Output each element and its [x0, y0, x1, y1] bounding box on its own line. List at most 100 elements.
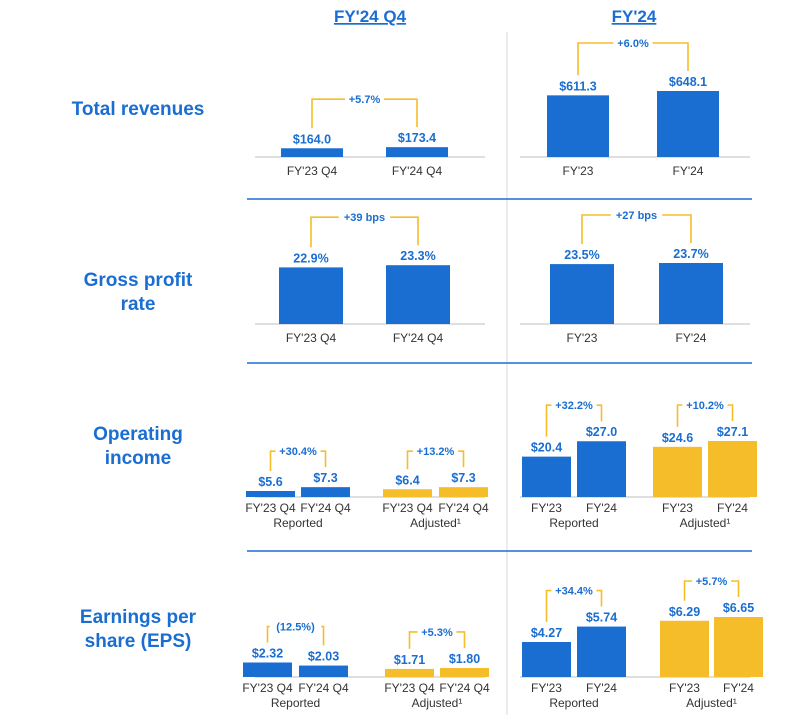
delta-label: +5.7%: [696, 576, 728, 588]
data-label: $1.80: [449, 652, 480, 666]
data-label: $611.3: [559, 79, 597, 93]
delta-label: +13.2%: [417, 446, 455, 458]
delta-label: +10.2%: [686, 400, 724, 412]
category-label: FY'23 Q4: [287, 164, 338, 178]
category-label: FY'24 Q4: [439, 681, 490, 695]
group-sublabel: Adjusted¹: [410, 516, 461, 530]
category-label: FY'23: [669, 681, 700, 695]
delta-label: (12.5%): [276, 622, 315, 634]
delta-bracket: [266, 625, 325, 646]
category-label: FY'24 Q4: [438, 501, 489, 515]
row-label: Operating: [93, 424, 183, 445]
bar: [660, 620, 709, 677]
category-label: FY'23: [662, 501, 693, 515]
group-sublabel: Reported: [549, 696, 598, 710]
category-label: FY'24 Q4: [300, 501, 351, 515]
bar: [522, 456, 571, 497]
delta-label: +5.3%: [421, 627, 453, 639]
category-label: FY'23: [531, 501, 562, 515]
row-label: Earnings per: [80, 607, 197, 628]
delta-bracket: [269, 450, 327, 471]
row-label: Gross profit: [84, 270, 193, 291]
data-label: $648.1: [669, 75, 707, 89]
row-label: rate: [121, 294, 156, 315]
category-label: FY'24: [586, 681, 617, 695]
category-label: FY'23: [563, 164, 594, 178]
data-label: $2.32: [252, 647, 283, 661]
delta-bracket: [408, 631, 466, 649]
category-label: FY'23: [567, 331, 598, 345]
delta-bracket: [581, 214, 692, 245]
data-label: 23.7%: [673, 247, 708, 261]
delta-bracket: [683, 580, 740, 601]
bar: [550, 264, 614, 324]
bar: [714, 617, 763, 677]
data-label: $4.27: [531, 626, 562, 640]
delta-label: +30.4%: [279, 446, 317, 458]
data-label: $1.71: [394, 653, 425, 667]
data-label: $173.4: [398, 131, 436, 145]
delta-bracket: [676, 404, 734, 427]
data-label: $5.6: [258, 475, 282, 489]
data-label: $27.1: [717, 425, 748, 439]
data-label: $24.6: [662, 431, 693, 445]
delta-label: +32.2%: [555, 400, 593, 412]
category-label: FY'24: [723, 681, 754, 695]
bar: [577, 441, 626, 497]
delta-bracket: [406, 450, 465, 470]
bar: [522, 642, 571, 677]
category-label: FY'23 Q4: [286, 331, 337, 345]
bar: [301, 487, 350, 497]
bar: [243, 662, 292, 677]
category-label: FY'23 Q4: [384, 681, 435, 695]
delta-bracket: [311, 98, 418, 129]
delta-label: +27 bps: [616, 210, 657, 222]
data-label: $5.74: [586, 611, 617, 625]
bar: [281, 148, 343, 157]
delta-label: +34.4%: [555, 586, 593, 598]
group-sublabel: Reported: [273, 516, 322, 530]
group-sublabel: Adjusted¹: [412, 696, 463, 710]
delta-bracket: [545, 404, 603, 437]
category-label: FY'24: [676, 331, 707, 345]
data-label: $2.03: [308, 650, 339, 664]
data-label: $6.29: [669, 605, 700, 619]
data-label: 23.3%: [400, 249, 435, 263]
bar: [577, 626, 626, 677]
group-sublabel: Reported: [549, 516, 598, 530]
delta-label: +39 bps: [344, 212, 385, 224]
category-label: FY'24: [586, 501, 617, 515]
category-label: FY'23: [531, 681, 562, 695]
row-label: income: [105, 448, 172, 469]
bar: [386, 265, 450, 324]
bar: [279, 267, 343, 324]
category-label: FY'24 Q4: [393, 331, 444, 345]
column-heading: FY'24: [612, 7, 657, 26]
group-sublabel: Reported: [271, 696, 320, 710]
category-label: FY'23 Q4: [242, 681, 293, 695]
bar: [383, 489, 432, 497]
bar: [708, 441, 757, 497]
data-label: $7.3: [313, 471, 337, 485]
delta-label: +6.0%: [617, 38, 649, 50]
bar: [440, 667, 489, 677]
row-label: share (EPS): [85, 631, 192, 652]
bar: [439, 487, 488, 497]
data-label: 23.5%: [564, 248, 599, 262]
category-label: FY'24: [717, 501, 748, 515]
data-label: $6.65: [723, 601, 754, 615]
category-label: FY'23 Q4: [382, 501, 433, 515]
delta-bracket: [545, 589, 603, 623]
category-label: FY'24 Q4: [392, 164, 443, 178]
delta-bracket: [310, 216, 419, 248]
row-label: Total revenues: [72, 99, 205, 120]
data-label: $164.0: [293, 132, 331, 146]
data-label: 22.9%: [293, 251, 328, 265]
data-label: $7.3: [451, 471, 475, 485]
bar: [659, 263, 723, 324]
column-heading: FY'24 Q4: [334, 7, 407, 26]
category-label: FY'24 Q4: [298, 681, 349, 695]
category-label: FY'23 Q4: [245, 501, 296, 515]
data-label: $6.4: [395, 473, 419, 487]
